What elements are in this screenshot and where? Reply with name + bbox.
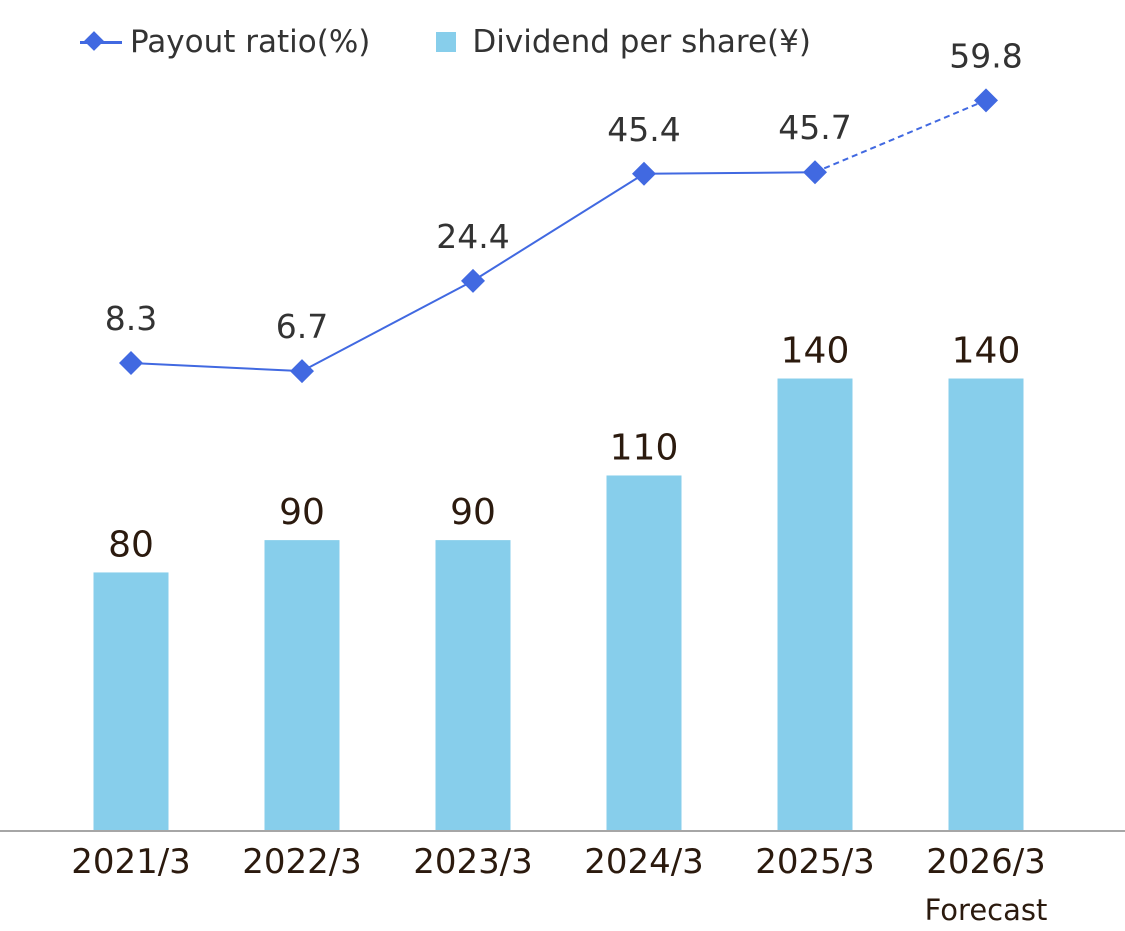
bar-value-label: 80 xyxy=(108,524,154,565)
line-point xyxy=(974,88,998,113)
bar-value-label: 90 xyxy=(450,492,496,533)
line-segment xyxy=(301,279,474,373)
line-point xyxy=(461,268,485,293)
bar-value-label: 90 xyxy=(279,492,325,533)
bar-0 xyxy=(93,572,169,831)
x-tick-labels: 2021/3 2022/3 2023/3 2024/3 2025/3 2026/3 Fore… xyxy=(71,842,1047,927)
line-value-label: 45.4 xyxy=(607,110,680,149)
legend-item-payout-ratio: Payout ratio(%) xyxy=(80,24,370,60)
x-tick-label: 2021/3 xyxy=(71,842,191,882)
bar-series xyxy=(93,378,1024,831)
bar-value-label: 140 xyxy=(952,331,1021,372)
line-value-label: 6.7 xyxy=(276,307,328,346)
bar-3 xyxy=(606,475,682,831)
line-segment xyxy=(130,361,303,373)
bar-1 xyxy=(264,540,340,831)
bar-label-group: 80 90 90 110 140 140 xyxy=(108,331,1020,566)
line-label-group: 8.3 6.7 24.4 45.4 45.7 59.8 xyxy=(105,36,1023,346)
line-segment xyxy=(814,99,987,174)
line-value-label: 45.7 xyxy=(778,108,851,147)
line-value-label: 59.8 xyxy=(949,36,1022,75)
line-segment xyxy=(472,172,645,282)
line-series xyxy=(119,88,998,384)
line-segment xyxy=(643,171,816,175)
x-tick-label: 2023/3 xyxy=(413,842,533,882)
x-tick-label: 2026/3 xyxy=(926,842,1046,882)
line-point xyxy=(803,160,827,185)
x-tick-sublabel: Forecast xyxy=(925,893,1048,927)
chart-legend: Payout ratio(%) Dividend per share(¥) xyxy=(80,24,877,60)
bar-value-label: 140 xyxy=(781,331,850,372)
x-tick-label: 2024/3 xyxy=(584,842,704,882)
x-tick-label: 2025/3 xyxy=(755,842,875,882)
bar-5 xyxy=(948,378,1024,831)
bar-4 xyxy=(777,378,853,831)
legend-item-dividend-per-share: Dividend per share(¥) xyxy=(436,24,811,60)
bar-2 xyxy=(435,540,511,831)
bar-value-label: 110 xyxy=(610,427,679,468)
x-tick-label: 2022/3 xyxy=(242,842,362,882)
line-point xyxy=(290,359,314,384)
line-point xyxy=(119,350,143,375)
square-swatch-icon xyxy=(436,32,457,52)
line-value-label: 8.3 xyxy=(105,299,157,338)
legend-label-dividend-per-share: Dividend per share(¥) xyxy=(472,24,811,60)
line-diamond-icon xyxy=(80,30,122,51)
legend-label-payout-ratio: Payout ratio(%) xyxy=(130,24,371,60)
line-value-label: 24.4 xyxy=(436,217,509,256)
line-point xyxy=(632,161,656,186)
